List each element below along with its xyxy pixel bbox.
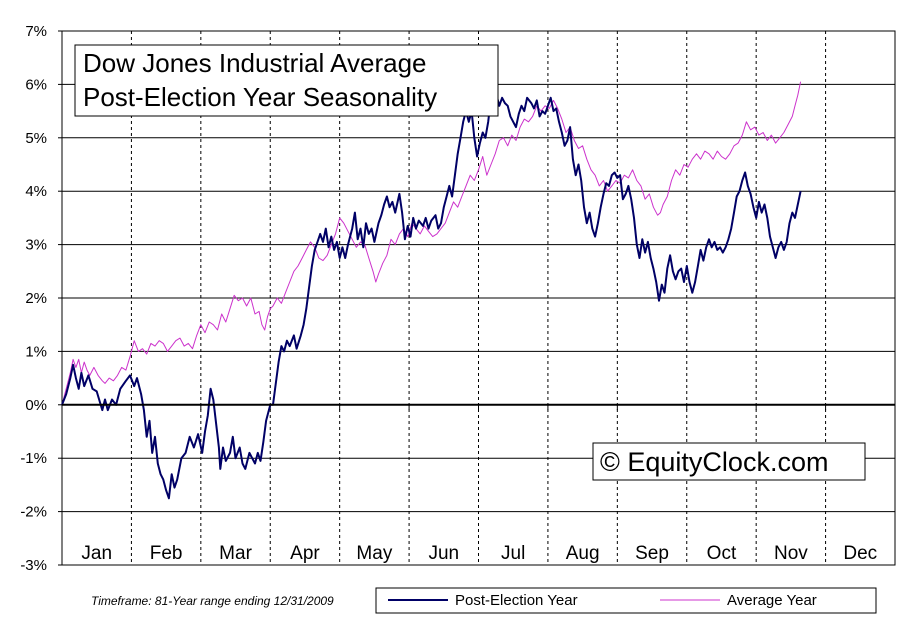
- y-tick-label: -1%: [20, 450, 47, 467]
- series-layer: [61, 81, 802, 500]
- y-tick-label: 7%: [25, 23, 47, 40]
- y-tick-label: 4%: [25, 183, 47, 200]
- chart-title: Dow Jones Industrial Average: [83, 48, 427, 78]
- month-dividers: [130, 31, 896, 565]
- chart-subtitle: Post-Election Year Seasonality: [83, 82, 437, 112]
- y-tick-label: 1%: [25, 343, 47, 360]
- month-label: Dec: [843, 543, 877, 564]
- legend-label-post-election: Post-Election Year: [455, 592, 578, 609]
- month-labels: Jan Feb Mar Apr May Jun Jul Aug Sep Oct Nov Dec: [81, 543, 877, 564]
- month-label: May: [356, 543, 392, 564]
- y-axis-labels: -3% -2% -1% 0% 1% 2% 3% 4% 5% 6% 7%: [20, 23, 47, 574]
- month-label: Feb: [150, 543, 183, 564]
- y-tick-label: 0%: [25, 397, 47, 414]
- month-label: Mar: [219, 543, 252, 564]
- timeframe-footnote: Timeframe: 81-Year range ending 12/31/20…: [91, 594, 334, 608]
- legend-label-average-year: Average Year: [727, 592, 817, 609]
- y-tick-label: 2%: [25, 290, 47, 307]
- title-box-frame: [74, 44, 499, 117]
- legend: Post-Election Year Average Year: [375, 587, 877, 614]
- y-tick-label: 5%: [25, 130, 47, 147]
- watermark-frame: [592, 442, 866, 481]
- month-label: Jul: [501, 543, 525, 564]
- month-label: Apr: [290, 543, 320, 564]
- month-label: Nov: [774, 543, 808, 564]
- month-label: Aug: [566, 543, 600, 564]
- y-tick-label: -3%: [20, 557, 47, 574]
- title-box: Dow Jones Industrial Average Post-Electi…: [74, 44, 499, 117]
- month-label: Jun: [428, 543, 459, 564]
- month-label: Sep: [635, 543, 669, 564]
- legend-frame: [375, 587, 877, 614]
- plot-area-border: [61, 30, 896, 566]
- watermark-box: © EquityClock.com: [592, 442, 866, 481]
- month-label: Jan: [81, 543, 112, 564]
- y-tick-label: 6%: [25, 76, 47, 93]
- y-tick-label: -2%: [20, 504, 47, 521]
- y-tick-label: 3%: [25, 237, 47, 254]
- watermark-text: © EquityClock.com: [600, 447, 828, 477]
- month-label: Oct: [707, 543, 737, 564]
- series-line-average-year: [61, 81, 802, 405]
- series-line-post-election: [61, 86, 802, 500]
